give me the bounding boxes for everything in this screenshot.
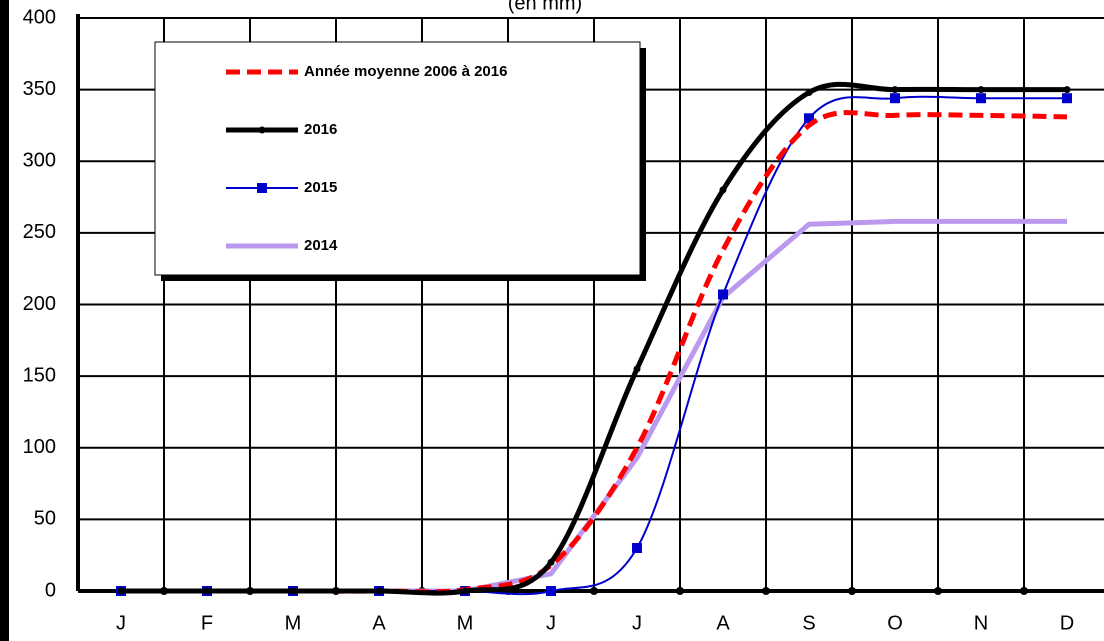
y-tick-label: 250 xyxy=(23,221,56,243)
x-tick-label: A xyxy=(716,612,730,634)
point-marker xyxy=(891,86,899,94)
point-marker xyxy=(117,587,125,595)
y-tick-label: 200 xyxy=(23,293,56,315)
point-marker xyxy=(890,93,900,104)
point-marker xyxy=(375,587,383,595)
x-tick-label: J xyxy=(116,612,126,634)
point-marker xyxy=(719,186,727,194)
x-tick-label: D xyxy=(1060,612,1074,634)
legend xyxy=(154,41,641,276)
chart-title: (en mm) xyxy=(508,0,582,14)
point-marker xyxy=(633,365,641,373)
legend-label: Année moyenne 2006 à 2016 xyxy=(304,63,507,80)
y-tick-label: 350 xyxy=(23,78,56,100)
x-tick-label: N xyxy=(974,612,988,634)
point-marker xyxy=(1062,93,1072,104)
legend-label: 2014 xyxy=(304,237,338,254)
point-marker xyxy=(203,587,211,595)
y-tick-label: 300 xyxy=(23,150,56,172)
point-marker xyxy=(804,113,814,124)
legend-label: 2015 xyxy=(304,179,337,196)
series-lines xyxy=(116,81,1072,596)
point-marker xyxy=(632,543,642,554)
point-marker xyxy=(977,86,985,94)
y-tick-label: 150 xyxy=(23,364,56,386)
point-marker xyxy=(976,93,986,104)
x-tick-label: F xyxy=(201,612,213,634)
point-marker xyxy=(546,586,556,596)
legend-marker xyxy=(258,126,266,134)
legend-marker xyxy=(257,183,267,193)
y-tick-label: 100 xyxy=(23,436,56,458)
point-marker xyxy=(289,587,297,595)
legend-label: 2016 xyxy=(304,121,337,138)
x-tick-label: M xyxy=(285,612,302,634)
x-tick-label: J xyxy=(546,612,556,634)
point-marker xyxy=(1063,86,1071,94)
point-marker xyxy=(547,558,555,566)
point-marker xyxy=(718,289,728,300)
y-tick-label: 400 xyxy=(23,6,56,28)
y-tick-label: 50 xyxy=(34,508,56,530)
point-marker xyxy=(461,587,469,595)
x-tick-label: O xyxy=(887,612,903,634)
point-marker xyxy=(805,88,813,96)
y-tick-label: 0 xyxy=(45,579,56,601)
x-tick-label: J xyxy=(632,612,642,634)
x-tick-label: M xyxy=(457,612,474,634)
x-tick-label: S xyxy=(802,612,815,634)
x-tick-label: A xyxy=(372,612,386,634)
legend-entries: Année moyenne 2006 à 2016 2016 2015 2014 xyxy=(226,63,507,254)
left-edge xyxy=(0,0,9,641)
